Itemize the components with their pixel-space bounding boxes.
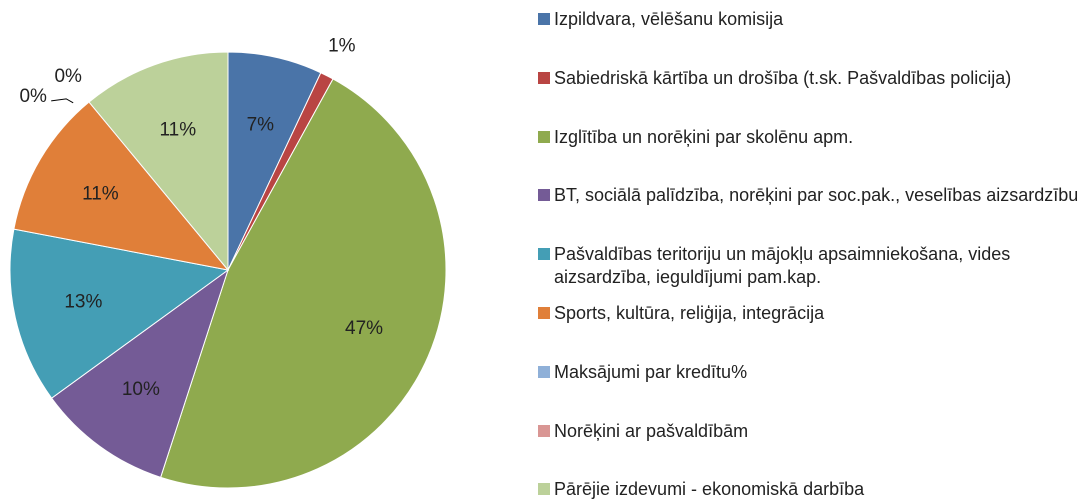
pie-area: 7% 1% 47% 10% 13% 11% 0% 0% 11% [9,36,447,489]
legend-item: BT, sociālā palīdzība, norēķini par soc.… [538,184,1078,207]
pie-slice [88,51,229,272]
data-label: 13% [64,291,102,312]
legend-swatch [538,130,550,143]
legend-swatch [538,248,550,261]
legend-item: Sports, kultūra, reliģija, integrācija [538,302,1078,325]
legend-label: Norēķini ar pašvaldībām [554,420,749,441]
data-label: 47% [345,318,383,339]
data-label: 11% [82,184,119,205]
legend-swatch [538,71,550,84]
legend-swatch [538,189,550,202]
legend-item: Izglītība un norēķini par skolēnu apm. [538,126,1078,149]
data-label: 11% [159,120,196,141]
legend-label: Pašvaldības teritoriju un mājokļu apsaim… [554,244,1011,288]
data-label: 0% [54,66,82,87]
legend-label: Izpildvara, vēlēšanu komisija [554,9,784,29]
pie-slice [160,78,447,489]
legend-item: Izpildvara, vēlēšanu komisija [538,8,1078,31]
legend-swatch [538,307,550,319]
legend-swatch [538,424,550,437]
leader-line [51,98,74,104]
legend-label: Sabiedriskā kārtība un drošība (t.sk. Pa… [554,67,1012,88]
data-label: 1% [328,36,356,57]
pie-slice [9,228,230,399]
legend-label: Maksājumi par kredītu% [554,361,748,382]
legend-label: Pārējie izdevumi - ekonomiskā darbība [554,479,865,500]
data-label: 0% [19,86,47,107]
legend-item: Norēķini ar pašvaldībām [538,420,1078,443]
legend-item: Pārējie izdevumi - ekonomiskā darbība [538,478,1078,501]
legend-label: Sports, kultūra, reliģija, integrācija [554,303,825,323]
data-label: 7% [247,114,275,135]
legend-swatch [538,483,550,496]
legend-label: Izglītība un norēķini par skolēnu apm. [554,126,854,147]
legend-item: Pašvaldības teritoriju un mājokļu apsaim… [538,243,1078,289]
legend-label: BT, sociālā palīdzība, norēķini par soc.… [554,185,1078,206]
data-label: 10% [122,379,160,400]
legend-swatch [538,365,550,378]
legend-item: Sabiedriskā kārtība un drošība (t.sk. Pa… [538,67,1078,90]
pie-slice [13,101,230,271]
legend-item: Maksājumi par kredītu% [538,361,1078,384]
legend-swatch [538,13,550,25]
pie-slice [50,268,229,478]
